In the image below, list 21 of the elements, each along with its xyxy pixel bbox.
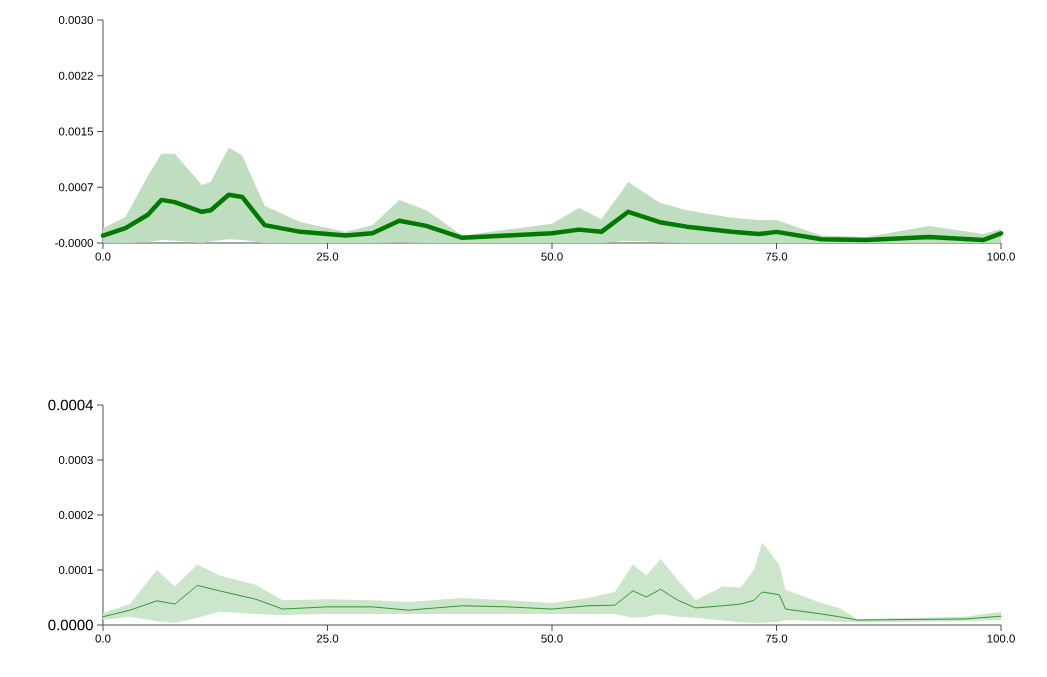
x-tick-label: 50.0 xyxy=(541,252,563,261)
x-tick-label: 75.0 xyxy=(765,634,788,643)
x-tick-label: 0.0 xyxy=(95,634,111,643)
x-tick-label: 0.0 xyxy=(95,252,111,261)
x-tick-label: 75.0 xyxy=(765,252,788,261)
y-tick-label: 0.0022 xyxy=(58,71,93,80)
x-tick-label: 25.0 xyxy=(316,252,339,261)
x-tick-label: 100.0 xyxy=(987,252,1015,261)
x-tick-label: 25.0 xyxy=(316,634,339,643)
y-tick-label: 0.0002 xyxy=(58,510,93,520)
y-tick-label: 0.0007 xyxy=(58,183,93,192)
y-tick-label: 0.0000 xyxy=(48,619,93,631)
y-tick-label: -0.0000 xyxy=(55,238,94,248)
x-tick-label: 100.0 xyxy=(987,634,1015,643)
y-tick-label: 0.0001 xyxy=(58,565,93,575)
y-tick-label: 0.0003 xyxy=(58,455,93,465)
y-tick-label: 0.0030 xyxy=(58,15,94,25)
y-tick-label: 0.0004 xyxy=(48,399,94,411)
y-tick-label: 0.0015 xyxy=(58,127,93,136)
line-series xyxy=(102,584,1002,621)
x-tick-label: 50.0 xyxy=(541,634,563,643)
